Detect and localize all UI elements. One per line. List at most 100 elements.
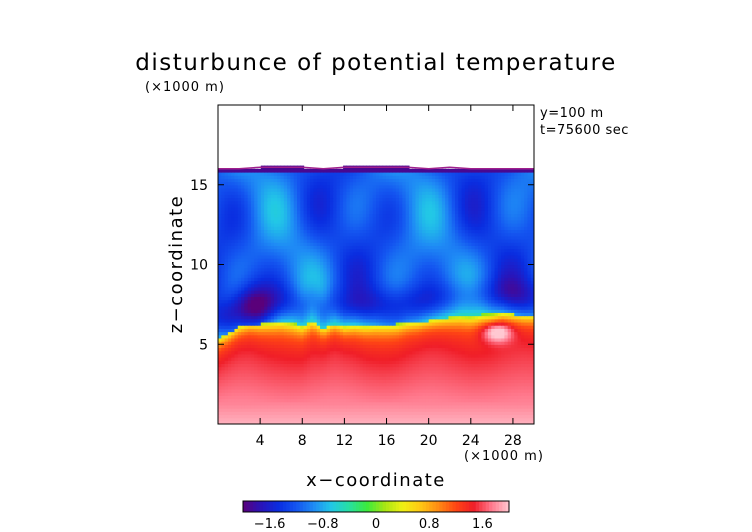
heatmap-cell <box>458 331 463 336</box>
heatmap-cell <box>385 414 390 419</box>
heatmap-cell <box>372 392 377 396</box>
heatmap-cell <box>448 353 453 358</box>
heatmap-cell <box>362 411 367 416</box>
heatmap-cell <box>310 385 315 390</box>
heatmap-cell <box>425 395 430 400</box>
heatmap-cell <box>464 350 469 355</box>
heatmap-cell <box>524 353 529 358</box>
heatmap-cell <box>218 357 222 361</box>
heatmap-cell <box>435 283 440 288</box>
heatmap-cell <box>418 321 423 326</box>
heatmap-cell <box>257 382 262 387</box>
heatmap-cell <box>382 264 387 269</box>
heatmap-cell <box>287 286 292 291</box>
heatmap-cell <box>264 350 268 355</box>
heatmap-cell <box>507 417 512 422</box>
heatmap-cell <box>333 401 338 406</box>
heatmap-cell <box>399 376 403 380</box>
heatmap-cell <box>514 293 519 297</box>
heatmap-cell <box>277 299 282 304</box>
heatmap-cell <box>468 277 473 282</box>
heatmap-cell <box>362 372 367 377</box>
heatmap-cell <box>524 420 529 424</box>
heatmap-cell <box>487 321 492 326</box>
heatmap-cell <box>310 261 315 266</box>
heatmap-cell <box>250 341 255 345</box>
heatmap-cell <box>352 388 357 393</box>
heatmap-cell <box>293 382 298 387</box>
heatmap-cell <box>313 372 318 377</box>
heatmap-cell <box>461 341 466 345</box>
heatmap-cell <box>389 408 394 412</box>
heatmap-cell <box>310 283 315 288</box>
heatmap-cell <box>346 274 351 278</box>
heatmap-cell <box>507 258 512 262</box>
heatmap-cell <box>349 350 354 355</box>
heatmap-cell <box>323 385 328 390</box>
heatmap-cell <box>313 347 318 352</box>
heatmap-cell <box>359 270 364 275</box>
heatmap-cell <box>254 321 259 326</box>
heatmap-cell <box>369 401 374 406</box>
heatmap-cell <box>287 337 292 342</box>
heatmap-cell <box>280 258 285 262</box>
heatmap-cell <box>418 325 423 329</box>
heatmap-cell <box>310 312 315 317</box>
heatmap-cell <box>382 315 387 320</box>
heatmap-cell <box>468 353 473 358</box>
heatmap-cell <box>461 347 466 352</box>
heatmap-cell <box>468 286 473 291</box>
heatmap-cell <box>491 309 496 313</box>
heatmap-cell <box>244 366 249 371</box>
heatmap-cell <box>376 388 380 393</box>
heatmap-cell <box>306 309 311 313</box>
heatmap-cell <box>422 274 426 278</box>
heatmap-cell <box>326 321 331 326</box>
heatmap-cell <box>303 417 308 422</box>
heatmap-cell <box>481 398 486 403</box>
heatmap-cell <box>326 305 331 310</box>
heatmap-cell <box>264 408 268 412</box>
heatmap-cell <box>415 414 420 419</box>
heatmap-cell <box>484 312 489 317</box>
heatmap-cell <box>468 385 473 390</box>
heatmap-cell <box>306 334 311 339</box>
heatmap-cell <box>458 277 463 282</box>
heatmap-cell <box>431 328 436 333</box>
heatmap-cell <box>224 264 229 269</box>
heatmap-cell <box>227 283 232 288</box>
heatmap-cell <box>478 382 482 387</box>
heatmap-cell <box>428 417 433 422</box>
heatmap-cell <box>425 379 430 384</box>
heatmap-cell <box>280 420 285 424</box>
heatmap-cell <box>280 325 285 329</box>
heatmap-cell <box>510 261 515 266</box>
heatmap-cell <box>306 372 311 377</box>
heatmap-cell <box>530 357 534 361</box>
heatmap-cell <box>326 331 331 336</box>
heatmap-cell <box>231 299 236 304</box>
heatmap-cell <box>250 382 255 387</box>
heatmap-cell <box>438 325 443 329</box>
heatmap-cell <box>277 411 282 416</box>
heatmap-cell <box>438 290 443 294</box>
heatmap-cell <box>379 357 384 361</box>
heatmap-cell <box>445 305 450 310</box>
heatmap-cell <box>339 404 344 409</box>
heatmap-cell <box>300 357 305 361</box>
heatmap-cell <box>474 264 479 269</box>
heatmap-cell <box>491 347 496 352</box>
heatmap-cell <box>267 395 272 400</box>
heatmap-cell <box>231 315 236 320</box>
heatmap-cell <box>250 385 255 390</box>
heatmap-cell <box>329 318 334 323</box>
heatmap-cell <box>418 372 423 377</box>
heatmap-cell <box>313 376 318 380</box>
heatmap-cell <box>273 408 278 412</box>
heatmap-cell <box>422 267 426 272</box>
heatmap-cell <box>520 420 525 424</box>
heatmap-cell <box>425 261 430 266</box>
heatmap-cell <box>530 385 534 390</box>
heatmap-cell <box>323 414 328 419</box>
heatmap-cell <box>382 280 387 285</box>
